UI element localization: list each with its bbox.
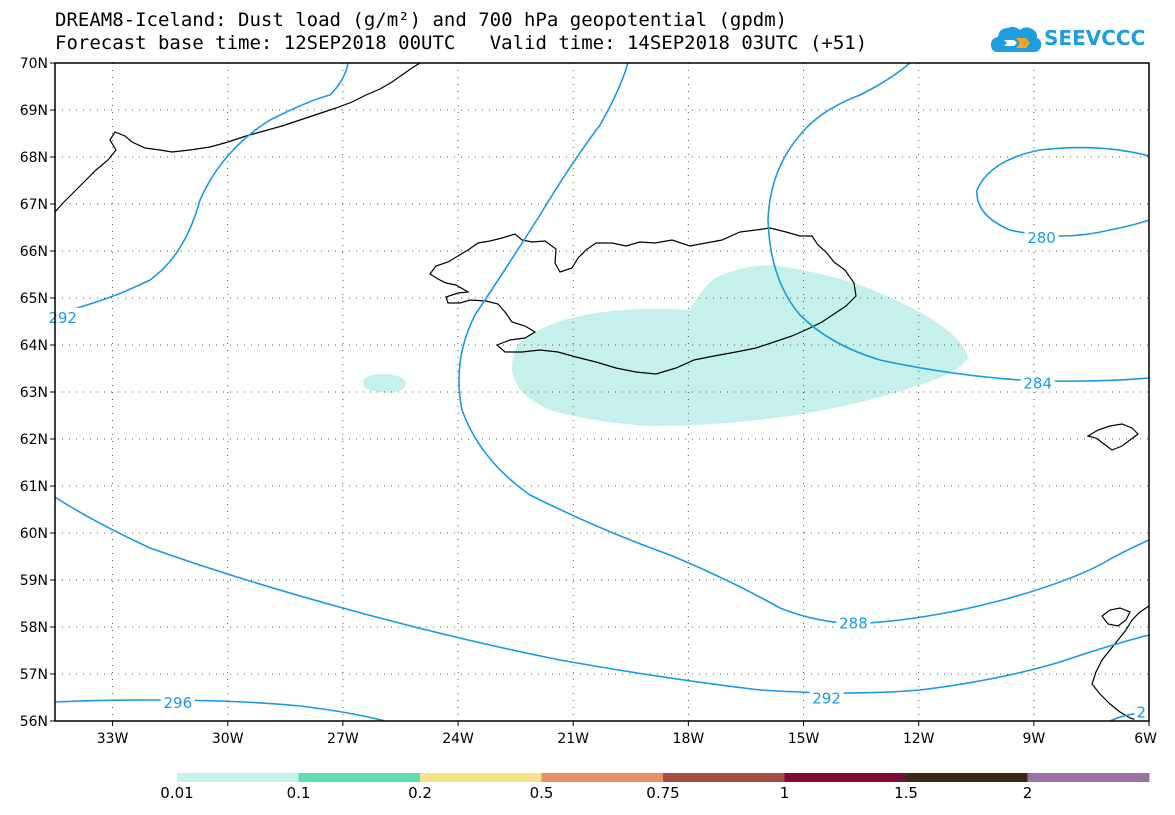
scotland-coastline: [1091, 605, 1149, 721]
faroe-islands-coastline: [1086, 423, 1139, 451]
lat-tick-label: 57N: [20, 667, 48, 683]
lat-tick-label: 68N: [20, 150, 48, 166]
lat-tick-label: 58N: [20, 620, 48, 636]
axis-labels: 70N 69N 68N 67N 66N 65N 64N 63N 62N 61N 60N 59N 58N 5…: [20, 56, 1157, 747]
lat-tick-label: 61N: [20, 479, 48, 495]
lon-tick-label: 24W: [442, 731, 474, 747]
coastlines: [55, 63, 1149, 721]
lat-tick-label: 67N: [20, 197, 48, 213]
colorbar-swatch: [298, 773, 421, 782]
lat-tick-label: 63N: [20, 385, 48, 401]
contour-label: 292: [812, 690, 841, 708]
valid-time: Valid time: 14SEP2018 03UTC (+51): [489, 32, 868, 54]
dust-load-shading: [363, 265, 968, 426]
lat-tick-label: 66N: [20, 244, 48, 260]
contour-label-background: [1134, 702, 1149, 721]
colorbar-label: 1: [779, 784, 790, 802]
colorbar-label: 0.2: [408, 784, 432, 802]
colorbar-swatch: [784, 773, 907, 782]
lat-tick-label: 59N: [20, 573, 48, 589]
colorbar-label: 0.01: [160, 784, 194, 802]
contour-292-northwest: [55, 63, 349, 315]
contour-label-background: [836, 613, 871, 632]
lon-tick-label: 9W: [1022, 731, 1045, 747]
map-grid: [55, 63, 1149, 721]
lon-tick-label: 15W: [788, 731, 820, 747]
shetland-coastline: [1101, 607, 1131, 627]
colorbar-label: 0.75: [646, 784, 680, 802]
lat-tick-label: 70N: [20, 56, 48, 72]
colorbar: [177, 773, 1150, 782]
colorbar-label: 2: [1022, 784, 1033, 802]
lat-tick-label: 69N: [20, 103, 48, 119]
contour-292-south: [55, 496, 1149, 694]
contour-label: 2: [1137, 704, 1147, 722]
map-subtitle: Forecast base time: 12SEP2018 00UTC Vali…: [55, 33, 867, 53]
contour-280-closed: [976, 146, 1149, 237]
colorbar-swatch: [663, 773, 785, 782]
lon-tick-label: 21W: [557, 731, 589, 747]
colorbar-swatch: [906, 773, 1028, 782]
contour-label: 296: [164, 694, 193, 712]
colorbar-swatch: [541, 773, 664, 782]
dust-patch-west: [363, 373, 406, 393]
colorbar-label: 1.5: [894, 784, 918, 802]
colorbar-swatch: [1027, 773, 1150, 782]
lat-tick-label: 65N: [20, 291, 48, 307]
lon-tick-label: 33W: [97, 731, 129, 747]
seevccc-logo: SEEVCCC: [990, 22, 1145, 56]
contour-label: 280: [1027, 229, 1056, 247]
contour-label-background: [160, 693, 195, 712]
colorbar-label: 0.1: [286, 784, 311, 802]
lon-tick-label: 30W: [212, 731, 244, 747]
contour-label-background: [1020, 373, 1055, 392]
contour-label: 288: [839, 614, 868, 632]
iceland-coastline: [429, 227, 857, 375]
contour-label-background: [809, 688, 844, 707]
colorbar-swatch: [420, 773, 542, 782]
contour-labels: 292 280 284 288 292 296 2: [45, 227, 1149, 722]
greenland-coastline: [55, 63, 421, 213]
forecast-base-time: Forecast base time: 12SEP2018 00UTC: [55, 32, 456, 54]
lat-tick-label: 60N: [20, 526, 48, 542]
contour-288-main: [458, 63, 1149, 625]
contour-label-background: [45, 307, 80, 326]
contour-label: 292: [48, 309, 77, 327]
contour-label: 284: [1023, 375, 1052, 393]
colorbar-swatch: [177, 773, 299, 782]
contour-296-south: [55, 699, 386, 721]
lon-tick-label: 12W: [903, 731, 935, 747]
map-title: DREAM8-Iceland: Dust load (g/m²) and 700…: [55, 9, 788, 31]
contour-284-east: [767, 63, 1149, 382]
lon-tick-label: 27W: [327, 731, 359, 747]
lat-tick-label: 62N: [20, 432, 48, 448]
contour-label-background: [1024, 227, 1059, 246]
lat-tick-label: 56N: [20, 714, 48, 730]
map-frame: [54, 62, 1150, 722]
lat-tick-label: 64N: [20, 338, 48, 354]
colorbar-label: 0.5: [529, 784, 554, 802]
lon-tick-label: 18W: [673, 731, 705, 747]
cloud-logo-icon: [991, 26, 1042, 52]
logo-text: SEEVCCC: [1044, 26, 1146, 50]
lon-tick-label: 6W: [1134, 731, 1157, 747]
dust-plume-iceland: [512, 265, 968, 426]
geopotential-contours: [55, 63, 1149, 721]
